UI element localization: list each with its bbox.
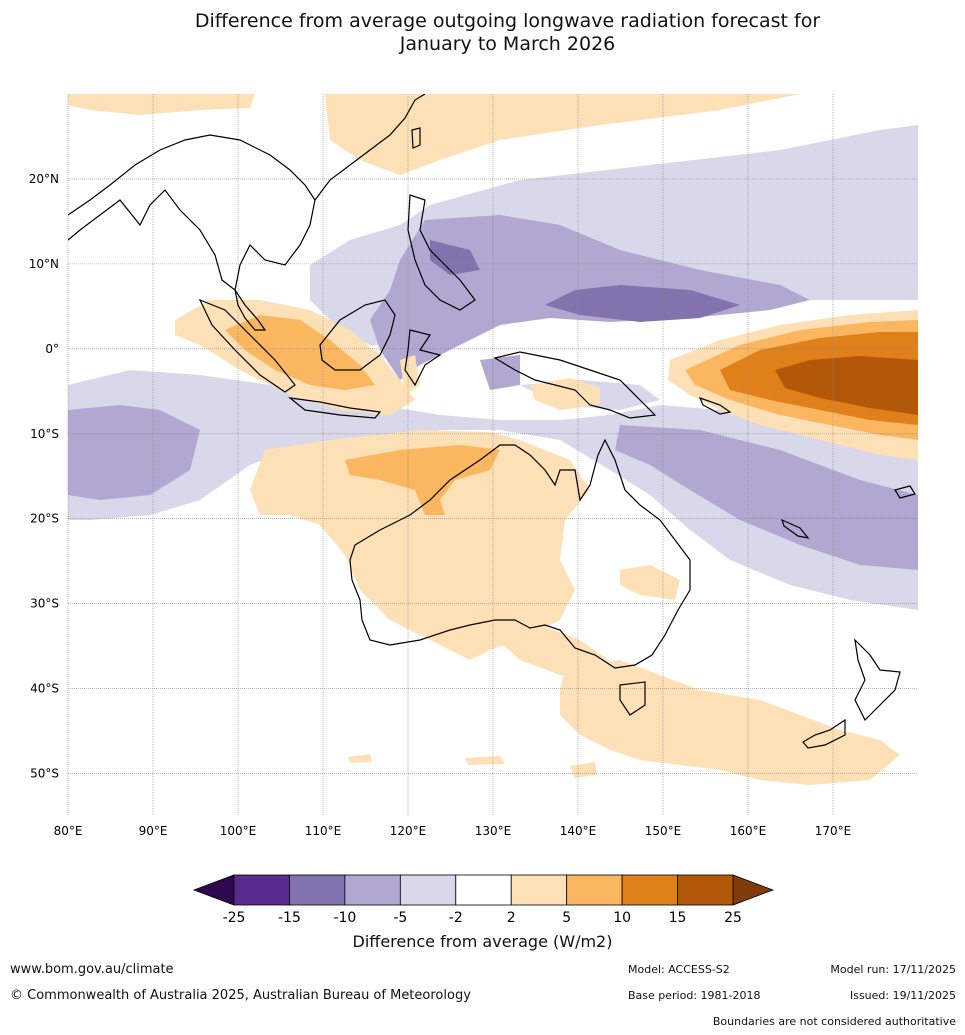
- colorbar-swatch: [289, 874, 346, 906]
- latitude-tick-label: 10°N: [29, 257, 59, 271]
- anomaly-region-positive-medium: [345, 445, 500, 515]
- latitude-tick-label: 20°N: [29, 172, 59, 186]
- map-title: Difference from average outgoing longwav…: [0, 10, 965, 56]
- longitude-tick-label: 110°E: [305, 824, 342, 838]
- colorbar-swatch: [677, 874, 734, 906]
- coastline-solomon-islands: [698, 396, 732, 415]
- anomaly-region-negative-strong: [545, 285, 740, 322]
- anomaly-region-positive-light: [250, 430, 590, 660]
- longitude-tick-label: 170°E: [815, 824, 852, 838]
- colorbar-swatch: [621, 874, 678, 906]
- longitude-tick-label: 90°E: [139, 824, 168, 838]
- title-line-1: Difference from average outgoing longwav…: [194, 10, 821, 32]
- coastlines: [68, 94, 916, 749]
- colorbar-tick-label: -25: [223, 910, 246, 926]
- coastline-tasmania: [619, 681, 646, 716]
- anomaly-region-negative-medium: [480, 355, 520, 390]
- longitude-tick-label: 130°E: [475, 824, 512, 838]
- anomaly-region-positive-light: [530, 378, 600, 410]
- coastline-borneo: [319, 299, 396, 371]
- anomaly-region-positive-very-strong: [775, 356, 918, 415]
- latitude-tick-label: 40°S: [30, 682, 59, 696]
- coastline-australia: [349, 438, 691, 669]
- latitude-tick-label: 0°: [45, 342, 59, 356]
- coastline-java: [287, 397, 382, 419]
- coastline-philippines: [407, 194, 476, 311]
- colorbar-tick-label: -2: [449, 910, 463, 926]
- colorbar-tick-label: 10: [613, 910, 631, 926]
- anomaly-region-negative-medium: [615, 425, 918, 570]
- anomaly-region-negative-strong: [430, 240, 480, 275]
- disclaimer-text: Boundaries are not considered authoritat…: [712, 1015, 956, 1028]
- anomaly-region-negative-medium: [68, 405, 200, 500]
- anomaly-region-positive-light: [465, 756, 505, 765]
- longitude-tick-label: 80°E: [54, 824, 83, 838]
- model-text: Model: ACCESS-S2: [628, 963, 730, 976]
- colorbar-tick-label: 25: [724, 910, 742, 926]
- latitude-tick-label: 20°S: [30, 512, 59, 526]
- longitude-tick-label: 100°E: [220, 824, 257, 838]
- coastline-new-caledonia: [781, 518, 810, 539]
- colorbar-tick-label: 15: [669, 910, 687, 926]
- coastline-china-coast: [314, 94, 426, 201]
- website-link[interactable]: www.bom.gov.au/climate: [10, 962, 174, 977]
- coastline-sumatra: [198, 298, 296, 393]
- colorbar-tick-label: 5: [562, 910, 571, 926]
- latitude-tick-label: 50°S: [30, 767, 59, 781]
- anomaly-region-positive-light: [68, 94, 255, 115]
- longitude-tick-label: 120°E: [390, 824, 427, 838]
- longitude-tick-label: 150°E: [645, 824, 682, 838]
- colorbar-tick-label: -5: [393, 910, 407, 926]
- anomaly-region-positive-light: [348, 754, 372, 763]
- colorbar-swatch: [455, 874, 512, 906]
- latitude-tick-label: 30°S: [30, 597, 59, 611]
- colorbar-under-arrow: [192, 874, 235, 906]
- anomaly-region-positive-medium: [225, 315, 375, 390]
- anomaly-shading: [68, 94, 918, 785]
- anomaly-region-positive-light: [325, 94, 800, 175]
- latitude-labels: 20°N 10°N 0° 10°S 20°S 30°S 40°S 50°S: [29, 172, 59, 781]
- copyright-text: © Commonwealth of Australia 2025, Austra…: [10, 988, 471, 1003]
- coastline-sulawesi: [404, 329, 442, 387]
- model-run-text: Model run: 17/11/2025: [830, 963, 956, 976]
- colorbar-swatch: [233, 874, 290, 906]
- colorbar-swatch: [510, 874, 568, 906]
- title-line-2: January to March 2026: [399, 33, 616, 55]
- coastline-malay-peninsula: [234, 289, 267, 331]
- colorbar: -25 -15 -10 -5 -2 2 5 10 15 25: [192, 874, 775, 926]
- anomaly-region-negative-light: [68, 370, 918, 610]
- base-period-text: Base period: 1981-2018: [628, 989, 761, 1002]
- colorbar-over-arrow: [732, 874, 775, 906]
- anomaly-region-positive-light: [570, 762, 597, 778]
- longitude-tick-label: 160°E: [730, 824, 767, 838]
- colorbar-swatch: [566, 874, 623, 906]
- coastline-new-guinea: [493, 351, 657, 419]
- coastline-new-zealand-south: [802, 718, 846, 749]
- issued-text: Issued: 19/11/2025: [849, 989, 956, 1002]
- colorbar-tick-label: 2: [507, 910, 516, 926]
- colorbar-swatch: [344, 874, 401, 906]
- coastline-taiwan: [411, 127, 421, 149]
- colorbar-label: Difference from average (W/m2): [352, 932, 613, 951]
- longitude-labels: 80°E 90°E 100°E 110°E 120°E 130°E 140°E 150°E 16…: [54, 824, 852, 838]
- anomaly-region-positive-light: [620, 565, 680, 600]
- colorbar-tick-label: -10: [333, 910, 356, 926]
- coastline-asia-mainland: [68, 134, 316, 292]
- colorbar-tick-label: -15: [278, 910, 301, 926]
- longitude-tick-label: 140°E: [560, 824, 597, 838]
- colorbar-swatch: [399, 874, 457, 906]
- anomaly-region-positive-light: [498, 620, 615, 680]
- coastline-fiji: [894, 485, 916, 499]
- coastline-new-zealand-north: [854, 638, 901, 722]
- latitude-tick-label: 10°S: [30, 427, 59, 441]
